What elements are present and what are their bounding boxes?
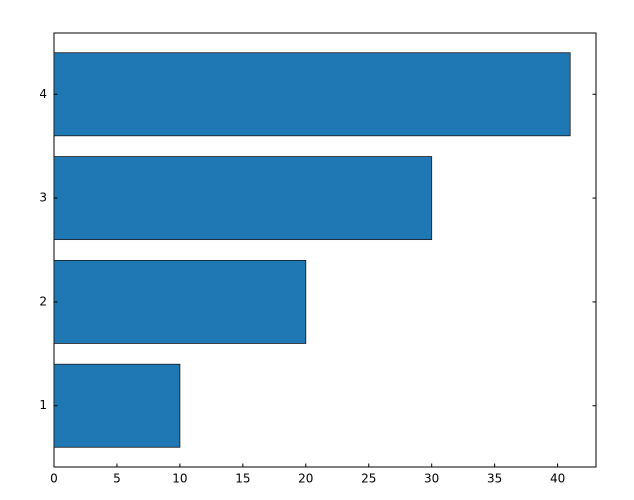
x-tick-label: 25 <box>361 472 376 486</box>
x-tick-label: 10 <box>172 472 187 486</box>
y-tick-label: 2 <box>39 294 47 308</box>
x-tick-label: 40 <box>550 472 565 486</box>
x-tick-label: 20 <box>298 472 313 486</box>
bar <box>53 363 181 448</box>
y-tick-label: 4 <box>39 87 47 101</box>
bar <box>53 156 433 241</box>
y-tick-label: 3 <box>39 191 47 205</box>
x-tick-label: 15 <box>235 472 250 486</box>
bar <box>53 52 571 137</box>
x-tick-label: 35 <box>487 472 502 486</box>
x-tick-label: 0 <box>50 472 58 486</box>
x-tick-label: 5 <box>113 472 121 486</box>
x-tick-label: 30 <box>424 472 439 486</box>
y-tick-label: 1 <box>39 398 47 412</box>
bar <box>53 259 307 344</box>
